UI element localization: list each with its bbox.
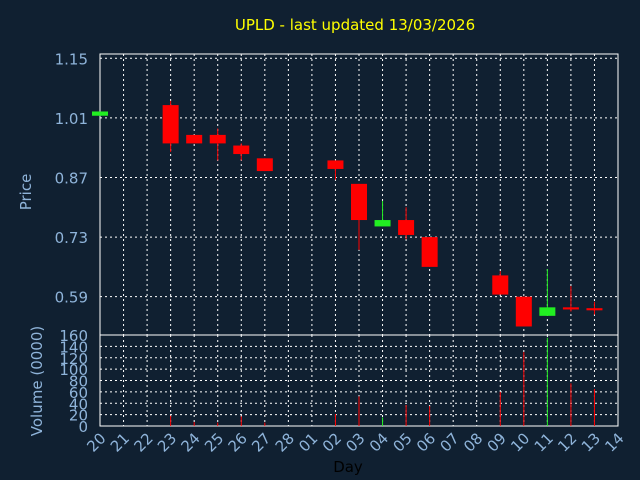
candle-body xyxy=(162,105,179,144)
x-tick-label: 14 xyxy=(601,429,627,455)
volume-tick-label: 100 xyxy=(59,361,88,379)
x-tick-label: 05 xyxy=(389,429,415,455)
candle-body xyxy=(374,220,391,227)
x-tick-label: 21 xyxy=(107,429,133,455)
candle-body xyxy=(586,308,603,311)
candle-body xyxy=(562,307,579,310)
x-tick-label: 27 xyxy=(248,429,274,455)
candle-body xyxy=(515,296,532,327)
x-tick-label: 04 xyxy=(366,429,392,455)
x-axis-label: Day xyxy=(333,458,363,476)
volume-tick-label: 60 xyxy=(69,384,88,402)
x-tick-label: 10 xyxy=(507,429,533,455)
volume-tick-label: 140 xyxy=(59,338,88,356)
x-tick-label: 02 xyxy=(319,429,345,455)
x-tick-label: 24 xyxy=(178,429,204,455)
x-tick-label: 09 xyxy=(484,429,510,455)
volume-tick-label: 0 xyxy=(78,418,88,436)
x-tick-label: 22 xyxy=(130,429,156,455)
candle-body xyxy=(351,183,367,221)
x-tick-label: 11 xyxy=(531,429,557,455)
price-tick-label: 0.87 xyxy=(55,169,88,187)
x-tick-label: 12 xyxy=(554,429,580,455)
candle-body xyxy=(256,158,273,172)
candle-body xyxy=(492,275,509,295)
candle-body xyxy=(186,134,203,144)
x-tick-label: 26 xyxy=(225,429,251,455)
candle-body xyxy=(209,134,226,144)
x-tick-label: 03 xyxy=(342,429,368,455)
candle-body xyxy=(398,220,415,235)
plot-layer: 1.151.010.870.730.5916014012010080604020… xyxy=(55,50,628,455)
x-tick-label: 25 xyxy=(201,429,227,455)
price-tick-label: 1.01 xyxy=(55,110,88,128)
volume-axis-label: Volume (0000) xyxy=(28,326,46,436)
candle-body xyxy=(421,237,438,267)
x-tick-label: 08 xyxy=(460,429,486,455)
candle-body xyxy=(539,307,556,316)
price-tick-label: 1.15 xyxy=(55,50,88,68)
x-tick-label: 13 xyxy=(578,429,604,455)
volume-tick-label: 40 xyxy=(69,395,88,413)
volume-tick-label: 160 xyxy=(59,327,88,345)
price-tick-label: 0.73 xyxy=(55,229,88,247)
price-axis-label: Price xyxy=(17,174,35,211)
x-tick-label: 06 xyxy=(413,429,439,455)
price-tick-label: 0.59 xyxy=(55,289,88,307)
candle-body xyxy=(92,111,108,116)
volume-tick-label: 80 xyxy=(69,373,88,391)
x-tick-label: 07 xyxy=(437,429,463,455)
volume-tick-label: 120 xyxy=(59,350,88,368)
x-tick-label: 28 xyxy=(272,429,298,455)
candle-body xyxy=(233,145,250,155)
x-tick-label: 23 xyxy=(154,429,180,455)
volume-tick-label: 20 xyxy=(69,407,88,425)
x-tick-label: 01 xyxy=(295,429,321,455)
candle-body xyxy=(327,160,344,169)
chart-title: UPLD - last updated 13/03/2026 xyxy=(235,16,475,34)
